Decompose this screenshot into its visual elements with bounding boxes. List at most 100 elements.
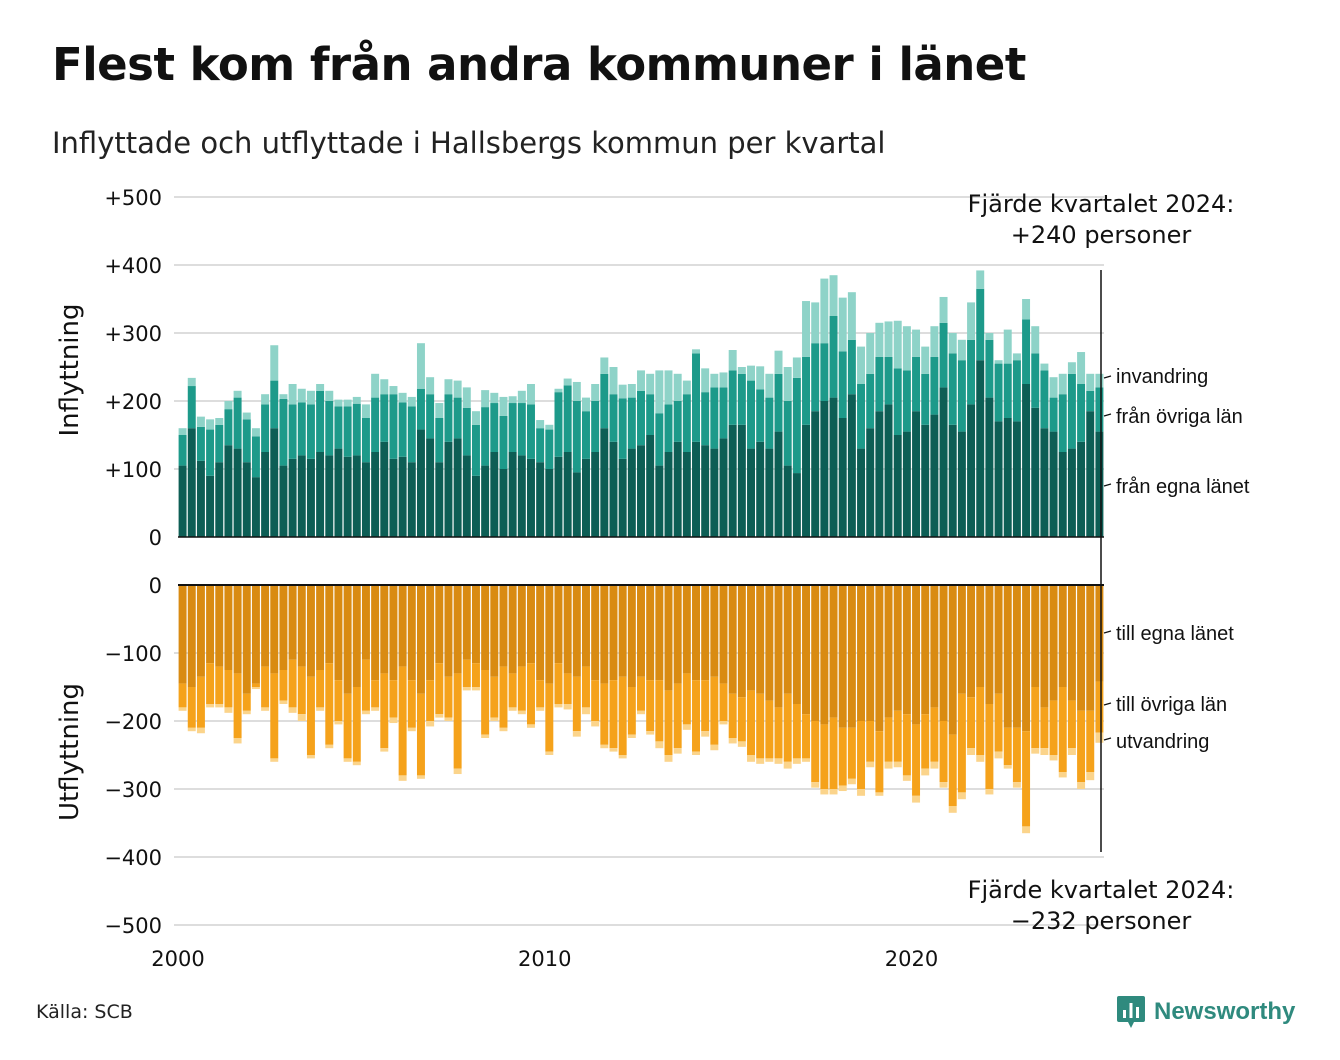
outflow-bar-segment — [802, 585, 811, 715]
outflow-bar-segment — [554, 585, 563, 664]
inflow-bar-segment — [526, 384, 535, 405]
inflow-bar-segment — [765, 373, 774, 398]
inflow-bar-segment — [224, 401, 233, 410]
legend-till-ovriga-lan: till övriga län — [1116, 694, 1227, 716]
outflow-bar-segment — [224, 707, 233, 713]
inflow-bar-segment — [609, 394, 618, 442]
outflow-bar-segment — [416, 585, 425, 694]
inflow-bar-segment — [820, 278, 829, 344]
inflow-bar-segment — [206, 475, 215, 537]
inflow-bar-segment — [820, 343, 829, 401]
outflow-bar-segment — [939, 721, 948, 783]
outflow-bar-segment — [692, 585, 700, 681]
inflow-bar-segment — [572, 381, 581, 401]
outflow-bar-segment — [1031, 687, 1040, 749]
outflow-bar-segment — [563, 673, 572, 704]
outflow-bar-segment — [618, 585, 627, 677]
outflow-bar-segment — [710, 676, 719, 745]
outflow-bar-segment — [1086, 585, 1095, 711]
inflow-bar-segment — [710, 373, 719, 388]
legend-tick-marks — [1103, 375, 1112, 741]
inflow-bar-segment — [1003, 329, 1012, 364]
legend-tick — [1103, 413, 1112, 417]
outflow-bar-segment — [545, 585, 554, 684]
outflow-bar-segment — [838, 585, 847, 728]
legend-fran-ovriga-lan: från övriga län — [1116, 406, 1243, 428]
outflow-bar-segment — [481, 670, 490, 735]
inflow-bar-segment — [774, 431, 783, 537]
inflow-bar-segment — [462, 387, 471, 408]
inflow-bar-segment — [1022, 384, 1031, 537]
outflow-bar-segment — [774, 758, 783, 764]
inflow-bar-segment — [407, 396, 416, 407]
inflow-bar-segment — [1040, 428, 1049, 537]
outflow-bar-segment — [572, 676, 581, 732]
inflow-bar-segment — [508, 452, 517, 537]
bottom-annotation-line2: −232 personer — [1011, 907, 1192, 935]
inflow-bar-segment — [719, 387, 728, 439]
inflow-bar-segment — [893, 435, 902, 537]
inflow-bar-segment — [673, 373, 682, 401]
inflow-bar-segment — [582, 458, 590, 537]
inflow-bar-segment — [618, 458, 627, 537]
inflow-bar-segment — [902, 370, 911, 432]
outflow-bar-segment — [719, 683, 728, 721]
inflow-bar-segment — [316, 390, 325, 452]
outflow-bar-segment — [765, 758, 774, 762]
outflow-bar-segment — [1077, 710, 1086, 783]
outflow-bar-segment — [1058, 585, 1067, 687]
outflow-bar-segment — [1012, 585, 1021, 728]
outflow-bar-segment — [554, 663, 563, 704]
outflow-bar-segment — [682, 585, 691, 674]
inflow-bar-segment — [563, 452, 572, 537]
inflow-bar-segment — [912, 411, 921, 537]
inflow-bar-segment — [380, 441, 389, 537]
outflow-bar-segment — [948, 585, 957, 735]
outflow-bar-segment — [737, 741, 746, 747]
inflow-bar-segment — [737, 373, 746, 425]
chart-subtitle: Inflyttade och utflyttade i Hallsbergs k… — [52, 126, 886, 160]
inflow-bar-segment — [242, 462, 251, 537]
outflow-bar-segment — [1003, 765, 1012, 769]
outflow-bar-segment — [334, 680, 343, 721]
outflow-bar-segment — [701, 680, 710, 732]
inflow-bar-segment — [1077, 352, 1086, 384]
outflow-bar-segment — [637, 710, 645, 715]
outflow-bar-segment — [215, 704, 224, 708]
outflow-bar-segment — [261, 585, 270, 667]
inflow-bar-segment — [1095, 431, 1104, 537]
inflow-bar-segment — [774, 373, 783, 432]
inflow-bar-segment — [994, 363, 1003, 422]
outflow-bar-segment — [646, 585, 655, 681]
inflow-bar-segment — [508, 403, 517, 452]
outflow-bar-segment — [572, 585, 581, 677]
inflow-bar-segment — [215, 462, 224, 537]
bottom-y-axis-label: Utflyttning — [55, 683, 85, 821]
inflow-bar-segment — [637, 445, 645, 537]
outflow-bar-segment — [343, 758, 352, 762]
outflow-bar-segment — [847, 778, 856, 785]
inflow-bar-segment — [655, 370, 664, 414]
inflow-bar-segment — [444, 379, 453, 395]
inflow-bar-segment — [1095, 373, 1104, 388]
outflow-bar-segment — [242, 710, 251, 715]
outflow-bar-segment — [215, 585, 224, 667]
inflow-bar-segment — [1067, 373, 1076, 449]
inflow-bar-segment — [692, 349, 700, 354]
inflow-bar-segment — [875, 322, 884, 357]
outflow-bar-segment — [306, 755, 315, 759]
top-y-tick-label: +100 — [104, 458, 162, 482]
outflow-bar-segment — [802, 714, 811, 759]
inflow-bar-segment — [838, 351, 847, 418]
inflow-bar-segment — [526, 404, 535, 459]
inflow-bar-segment — [1012, 353, 1021, 361]
outflow-bar-segment — [939, 782, 948, 788]
newsworthy-logo-icon — [1117, 996, 1145, 1028]
outflow-bar-segment — [206, 663, 215, 704]
outflow-bar-segment — [802, 758, 811, 762]
inflow-bar-segment — [343, 399, 352, 407]
inflow-bar-segment — [884, 356, 893, 405]
outflow-bar-segment — [471, 585, 480, 664]
outflow-bar-segment — [875, 792, 884, 796]
legend-tick — [1103, 737, 1112, 741]
